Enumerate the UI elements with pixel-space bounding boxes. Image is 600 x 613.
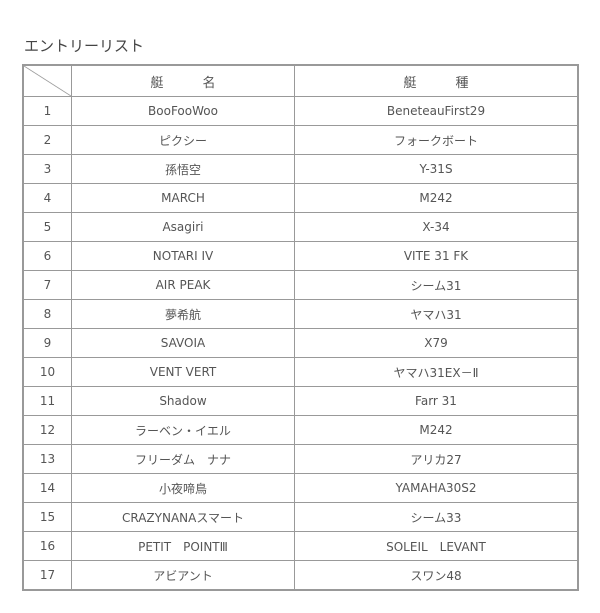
table-row: 7 AIR PEAK シーム31 (22, 270, 579, 300)
boat-type: BeneteauFirst29 (294, 96, 579, 126)
boat-type: ヤマハ31 (294, 299, 579, 329)
entry-number: 8 (22, 299, 72, 329)
boat-name: ラーベン・イエル (71, 415, 295, 445)
table-row: 16 PETIT POINTⅢ SOLEIL LEVANT (22, 531, 579, 561)
entry-number: 17 (22, 560, 72, 591)
table-row: 10 VENT VERT ヤマハ31EX－Ⅱ (22, 357, 579, 387)
boat-type: フォークボート (294, 125, 579, 155)
boat-name: 小夜啼鳥 (71, 473, 295, 503)
boat-name: SAVOIA (71, 328, 295, 358)
page-title: エントリーリスト (24, 37, 145, 55)
boat-type: YAMAHA30S2 (294, 473, 579, 503)
boat-name: フリーダム ナナ (71, 444, 295, 474)
table-row: 11 Shadow Farr 31 (22, 386, 579, 416)
boat-type: ヤマハ31EX－Ⅱ (294, 357, 579, 387)
boat-name: VENT VERT (71, 357, 295, 387)
boat-name: MARCH (71, 183, 295, 213)
boat-type: シーム31 (294, 270, 579, 300)
table-row: 5 Asagiri X-34 (22, 212, 579, 242)
entry-number: 15 (22, 502, 72, 532)
boat-type: M242 (294, 415, 579, 445)
boat-type: スワン48 (294, 560, 579, 591)
diagonal-corner-cell (22, 64, 72, 97)
table-row: 3 孫悟空 Y-31S (22, 154, 579, 184)
entry-list-table: 艇 名 艇 種 1 BooFooWoo BeneteauFirst29 2 ピクシー フォ… (22, 64, 579, 591)
entry-number: 9 (22, 328, 72, 358)
boat-name: CRAZYNANAスマート (71, 502, 295, 532)
entry-number: 4 (22, 183, 72, 213)
entry-number: 2 (22, 125, 72, 155)
boat-name: アビアント (71, 560, 295, 591)
boat-name: PETIT POINTⅢ (71, 531, 295, 561)
boat-name: AIR PEAK (71, 270, 295, 300)
boat-name: ピクシー (71, 125, 295, 155)
entry-number: 12 (22, 415, 72, 445)
entry-number: 16 (22, 531, 72, 561)
boat-name: NOTARI IV (71, 241, 295, 271)
table-row: 13 フリーダム ナナ アリカ27 (22, 444, 579, 474)
entry-number: 6 (22, 241, 72, 271)
boat-name: 夢希航 (71, 299, 295, 329)
entry-number: 3 (22, 154, 72, 184)
boat-type: アリカ27 (294, 444, 579, 474)
table-row: 14 小夜啼鳥 YAMAHA30S2 (22, 473, 579, 503)
boat-name: BooFooWoo (71, 96, 295, 126)
header-row: 艇 名 艇 種 (22, 64, 579, 97)
entry-number: 5 (22, 212, 72, 242)
boat-type: X79 (294, 328, 579, 358)
table-row: 1 BooFooWoo BeneteauFirst29 (22, 96, 579, 126)
entry-number: 7 (22, 270, 72, 300)
header-boat-name: 艇 名 (71, 64, 295, 97)
boat-type: Farr 31 (294, 386, 579, 416)
boat-name: 孫悟空 (71, 154, 295, 184)
boat-name: Shadow (71, 386, 295, 416)
entry-number: 10 (22, 357, 72, 387)
boat-type: Y-31S (294, 154, 579, 184)
boat-type: M242 (294, 183, 579, 213)
table-row: 9 SAVOIA X79 (22, 328, 579, 358)
entry-number: 11 (22, 386, 72, 416)
table-row: 17 アビアント スワン48 (22, 560, 579, 591)
boat-type: シーム33 (294, 502, 579, 532)
table-row: 15 CRAZYNANAスマート シーム33 (22, 502, 579, 532)
table-row: 6 NOTARI IV VITE 31 FK (22, 241, 579, 271)
header-boat-type: 艇 種 (294, 64, 579, 97)
entry-number: 14 (22, 473, 72, 503)
table-row: 12 ラーベン・イエル M242 (22, 415, 579, 445)
boat-type: VITE 31 FK (294, 241, 579, 271)
entry-number: 1 (22, 96, 72, 126)
boat-name: Asagiri (71, 212, 295, 242)
boat-type: X-34 (294, 212, 579, 242)
table-row: 8 夢希航 ヤマハ31 (22, 299, 579, 329)
table-row: 4 MARCH M242 (22, 183, 579, 213)
entry-number: 13 (22, 444, 72, 474)
table-row: 2 ピクシー フォークボート (22, 125, 579, 155)
boat-type: SOLEIL LEVANT (294, 531, 579, 561)
